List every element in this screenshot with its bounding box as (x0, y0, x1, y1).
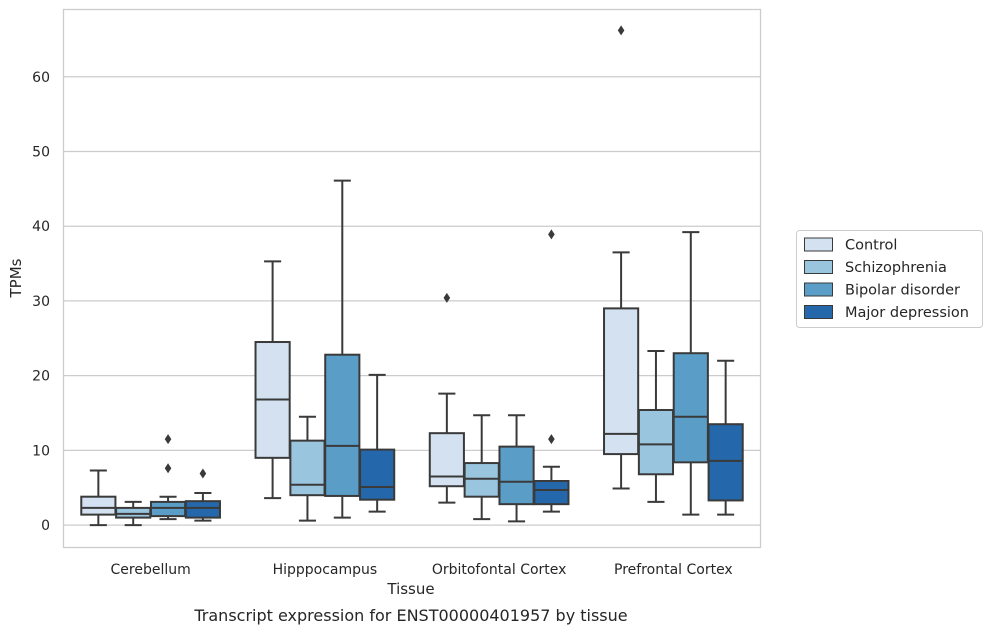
box-3-4 (533, 229, 570, 513)
box-3-3 (498, 414, 535, 523)
x-tick-labels: Cerebellum Hipppocampus Orbitofontal Corte… (111, 562, 733, 578)
legend: Control Schizophrenia Bipolar disorder Majo… (796, 230, 983, 328)
y-tick-label-10: 10 (32, 443, 50, 459)
y-tick-label-40: 40 (32, 219, 50, 235)
y-tick-label-50: 50 (32, 144, 50, 160)
legend-label-3: Bipolar disorder (845, 283, 960, 299)
box-iqr (289, 439, 326, 497)
legend-swatch-1 (804, 237, 833, 252)
y-tick-labels: 0 10 20 30 40 50 60 (32, 70, 50, 534)
legend-label-1: Control (845, 238, 897, 254)
box-4-1 (603, 25, 640, 490)
outlier-1 (548, 434, 555, 445)
chart-caption: Transcript expression for ENST0000040195… (193, 606, 627, 625)
box-iqr (603, 307, 640, 456)
box-1-3 (149, 434, 187, 521)
x-axis-title: Tissue (386, 580, 434, 598)
x-tick-label-3: Orbitofontal Cortex (432, 562, 567, 578)
box-iqr (80, 495, 117, 516)
box-4-2 (637, 349, 675, 503)
y-axis-title: TPMs (7, 258, 25, 298)
legend-swatch-4 (804, 305, 833, 319)
box-1-2 (115, 500, 152, 527)
box-iqr (115, 506, 152, 519)
box-1-4 (184, 468, 221, 522)
box-iqr (498, 445, 535, 506)
box-iqr (637, 409, 675, 476)
y-tick-label-30: 30 (32, 294, 50, 310)
box-iqr (463, 462, 500, 498)
box-iqr (324, 353, 361, 497)
gridlines (63, 76, 761, 526)
y-tick-label-20: 20 (32, 369, 50, 385)
box-iqr (672, 352, 709, 464)
box-iqr (707, 423, 744, 502)
box-2-1 (254, 260, 291, 500)
y-tick-label-0: 0 (41, 518, 50, 534)
x-tick-label-2: Hipppocampus (273, 562, 378, 578)
box-2-2 (289, 415, 326, 522)
box-iqr (428, 432, 465, 488)
box-groups (80, 25, 744, 527)
x-tick-label-4: Prefrontal Cortex (614, 562, 733, 578)
legend-swatch-2 (804, 260, 833, 274)
x-tick-label-1: Cerebellum (111, 562, 191, 578)
box-2-3 (324, 179, 361, 519)
outlier-1 (199, 468, 207, 479)
outlier-1 (443, 292, 451, 303)
legend-label-2: Schizophrenia (845, 260, 947, 276)
plot-frame (62, 8, 762, 549)
box-iqr (184, 500, 221, 519)
legend-label-4: Major depression (845, 305, 969, 321)
legend-swatch-3 (804, 282, 833, 297)
outlier-2 (548, 229, 555, 240)
legend-frame (796, 230, 983, 328)
box-1-1 (80, 469, 117, 527)
outlier-1 (617, 25, 625, 36)
y-tick-label-60: 60 (32, 70, 50, 86)
outlier-2 (164, 434, 172, 445)
outlier-1 (164, 463, 172, 474)
box-iqr (149, 500, 187, 518)
box-2-4 (359, 373, 396, 513)
box-4-3 (672, 231, 709, 516)
box-3-2 (463, 414, 500, 521)
box-iqr (359, 448, 396, 501)
box-4-4 (707, 359, 744, 516)
box-iqr (533, 479, 570, 506)
box-3-1 (428, 292, 465, 504)
